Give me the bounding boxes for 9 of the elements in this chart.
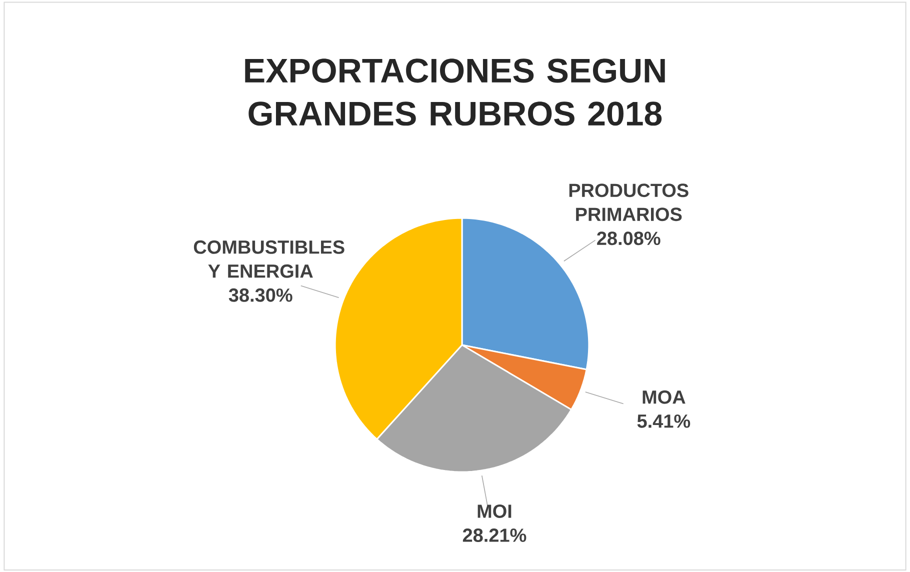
data-label: 28.21% — [462, 528, 526, 542]
data-label: 38.30% — [228, 288, 292, 302]
slice-label: PRODUCTOS PRIMARIOS — [569, 184, 688, 222]
data-label: 28.08% — [597, 232, 660, 246]
chart-title: EXPORTACIONES SEGUN GRANDES RUBROS 2018 — [245, 58, 665, 126]
slice-label: MOI — [478, 504, 512, 518]
slice-label: MOA — [642, 390, 686, 404]
data-label: 5.41% — [637, 414, 690, 428]
slice-label: COMBUSTIBLES Y ENERGIA — [194, 240, 344, 278]
